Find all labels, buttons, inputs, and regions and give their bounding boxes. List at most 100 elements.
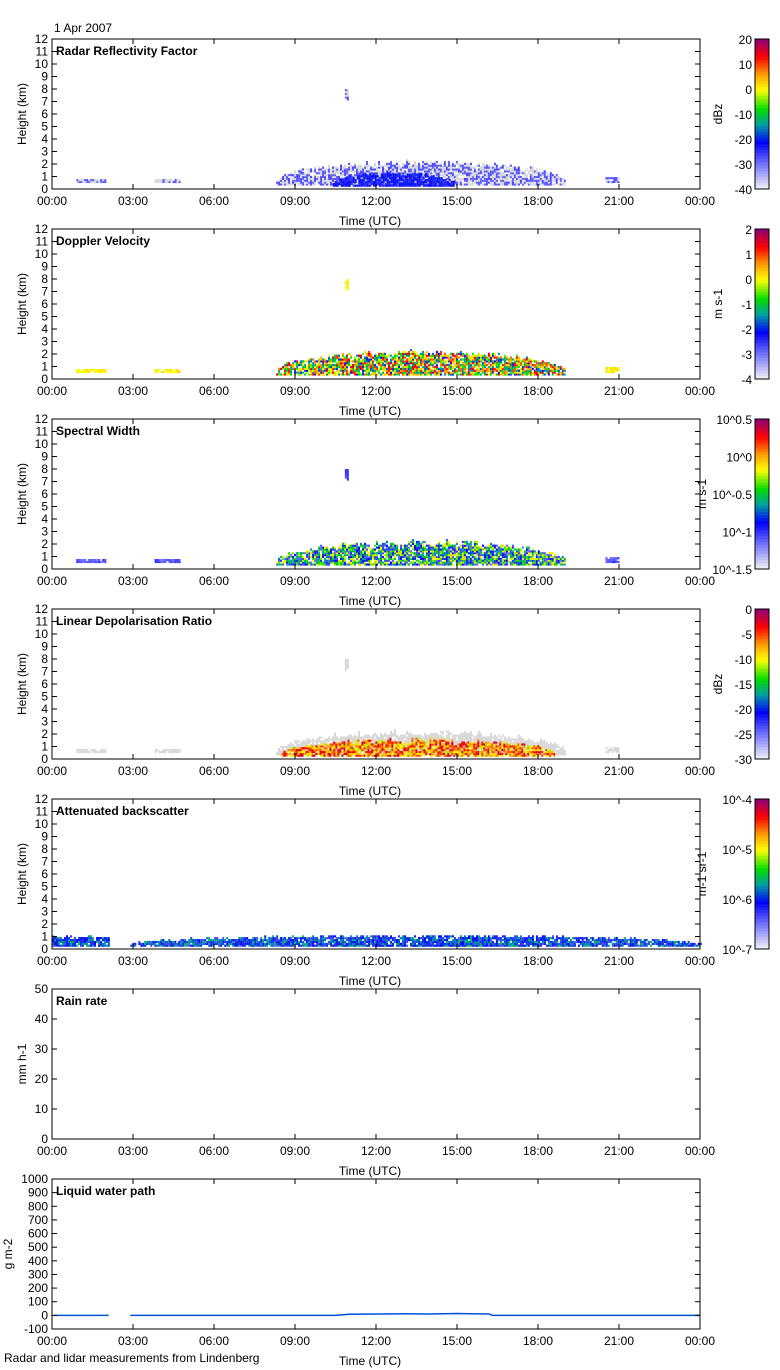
data-pixel (420, 548, 422, 551)
data-pixel (340, 559, 342, 562)
data-pixel (328, 740, 330, 743)
data-pixel (425, 559, 428, 562)
data-pixel (439, 166, 442, 169)
data-pixel (370, 180, 373, 184)
data-pixel (519, 550, 522, 553)
data-pixel (326, 174, 328, 177)
data-pixel (519, 555, 522, 559)
data-pixel (172, 749, 175, 752)
data-pixel (422, 369, 424, 372)
data-pixel (350, 548, 352, 551)
data-pixel (509, 358, 512, 361)
data-pixel (394, 544, 396, 547)
data-pixel (278, 561, 281, 564)
data-pixel (332, 552, 334, 555)
data-pixel (298, 371, 301, 374)
data-pixel (503, 369, 506, 372)
colorbar-swatch (755, 509, 769, 513)
data-pixel (332, 364, 334, 367)
data-pixel (406, 365, 408, 369)
colorbar-swatch (755, 232, 769, 236)
data-pixel (497, 546, 500, 549)
data-pixel (406, 179, 409, 182)
data-pixel (316, 172, 319, 175)
data-pixel (390, 177, 393, 180)
colorbar-swatch (755, 135, 769, 139)
data-pixel (338, 168, 340, 171)
x-axis-label: Time (UTC) (339, 594, 401, 608)
data-pixel (388, 369, 390, 372)
data-pixel (457, 352, 460, 355)
data-pixel (392, 542, 394, 545)
data-pixel (392, 373, 394, 376)
data-pixel (154, 749, 157, 752)
data-pixel (382, 542, 384, 545)
data-pixel (457, 373, 460, 376)
data-pixel (467, 362, 470, 365)
data-pixel (467, 172, 470, 175)
data-pixel (463, 550, 466, 553)
data-pixel (412, 175, 415, 178)
data-pixel (350, 182, 353, 185)
data-pixel (344, 548, 346, 551)
data-pixel (388, 367, 390, 370)
data-pixel (402, 544, 404, 547)
data-pixel (427, 544, 430, 547)
data-pixel (495, 183, 498, 186)
data-pixel (473, 365, 476, 369)
data-pixel (493, 354, 496, 357)
data-pixel (338, 554, 340, 557)
data-pixel (459, 364, 462, 367)
data-pixel (418, 170, 420, 173)
data-pixel (364, 175, 367, 178)
data-pixel (400, 358, 402, 361)
data-pixel (336, 367, 338, 370)
data-pixel (354, 544, 356, 547)
data-pixel (398, 179, 401, 182)
data-pixel (340, 180, 343, 184)
data-pixel (477, 367, 480, 370)
data-pixel (378, 557, 380, 560)
data-pixel (88, 370, 91, 374)
data-pixel (400, 181, 402, 184)
colorbar-swatch (755, 280, 769, 284)
data-pixel (394, 356, 396, 359)
data-pixel (499, 557, 502, 560)
data-pixel (485, 559, 488, 562)
data-pixel (296, 563, 299, 566)
data-pixel (372, 184, 375, 187)
data-pixel (465, 367, 468, 370)
data-pixel (348, 358, 350, 361)
data-pixel (445, 542, 448, 545)
data-pixel (324, 548, 327, 551)
data-pixel (348, 179, 351, 182)
data-pixel (465, 162, 468, 165)
data-pixel (328, 358, 330, 361)
data-pixel (400, 166, 402, 169)
data-pixel (435, 358, 438, 361)
data-pixel (429, 555, 432, 559)
data-pixel (398, 175, 401, 178)
data-pixel (382, 360, 384, 363)
data-pixel (408, 362, 410, 365)
data-pixel (471, 369, 474, 372)
data-pixel (418, 166, 420, 169)
data-pixel (406, 367, 408, 370)
data-pixel (473, 561, 476, 564)
data-pixel (517, 166, 520, 169)
data-pixel (404, 365, 406, 369)
data-pixel (455, 356, 458, 359)
data-pixel (94, 369, 97, 372)
data-pixel (436, 177, 439, 180)
data-pixel (473, 550, 476, 553)
data-pixel (354, 179, 357, 182)
data-pixel (422, 365, 424, 369)
data-pixel (378, 362, 380, 365)
data-pixel (497, 548, 500, 551)
data-pixel (344, 282, 347, 285)
data-pixel (453, 557, 456, 560)
data-pixel (316, 563, 319, 566)
data-pixel (338, 373, 340, 376)
data-pixel (479, 550, 482, 553)
data-pixel (402, 162, 404, 165)
